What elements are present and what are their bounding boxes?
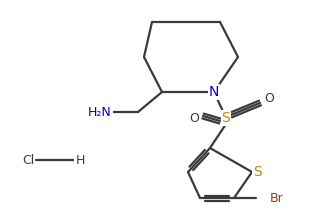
Text: S: S bbox=[222, 111, 230, 125]
Text: H₂N: H₂N bbox=[88, 106, 112, 119]
Text: Br: Br bbox=[270, 191, 284, 204]
Text: Cl: Cl bbox=[22, 153, 34, 167]
Text: H: H bbox=[75, 153, 85, 167]
Text: O: O bbox=[189, 111, 199, 125]
Text: O: O bbox=[264, 93, 274, 106]
Text: S: S bbox=[253, 165, 261, 179]
Text: N: N bbox=[209, 85, 219, 99]
